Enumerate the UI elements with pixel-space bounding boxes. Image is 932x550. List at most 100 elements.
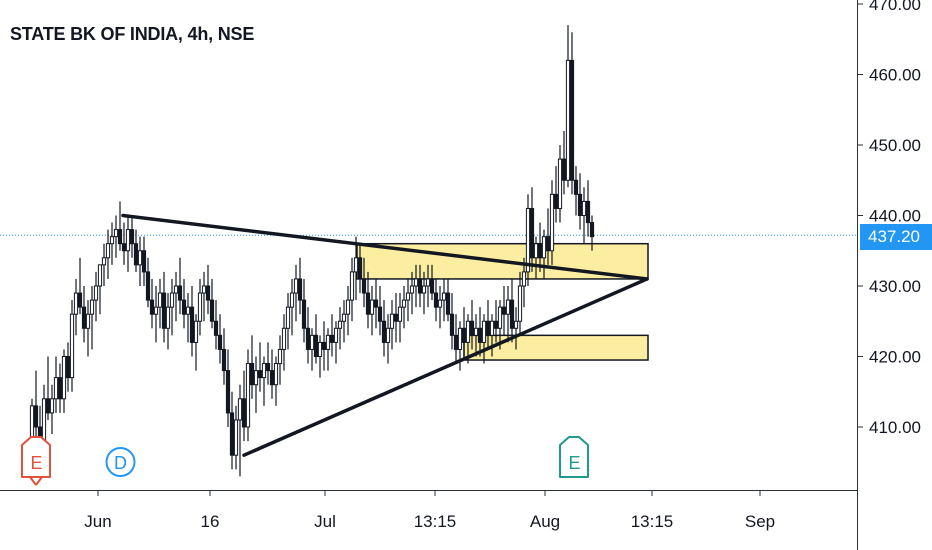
candle	[485, 300, 491, 350]
candle-body-down	[577, 193, 583, 217]
candle	[117, 201, 123, 251]
candle-body-down	[217, 334, 223, 350]
candle-body-up	[109, 236, 115, 245]
candle	[353, 236, 359, 301]
candle-body-down	[469, 320, 475, 336]
candle	[157, 278, 163, 329]
candle-body-down	[161, 292, 167, 329]
candle	[493, 300, 499, 343]
candle-body-up	[401, 299, 407, 308]
candle	[361, 257, 367, 308]
candle-body-down	[589, 222, 595, 238]
support-zone[interactable]	[463, 334, 649, 361]
candle	[585, 180, 591, 237]
candle-body-up	[437, 299, 443, 308]
candle	[281, 314, 287, 371]
candle-body-up	[137, 250, 143, 266]
candle	[297, 257, 303, 315]
candle-body-up	[277, 348, 283, 365]
candle-body-up	[293, 278, 299, 294]
candle-body-down	[269, 370, 275, 386]
candle	[429, 264, 435, 301]
candle	[581, 187, 587, 244]
candle-body-down	[569, 59, 575, 181]
candle-body-down	[129, 229, 135, 245]
candle	[121, 222, 127, 265]
candle-body-down	[493, 320, 499, 329]
price-axis[interactable]: 470.00 460.00 450.00 440.00 430.00 420.00 410.…	[857, 0, 921, 437]
candle-body-up	[173, 285, 179, 294]
candle-body-up	[405, 292, 411, 301]
candle-body-up	[549, 193, 555, 252]
candle-body-down	[449, 313, 455, 336]
candle	[45, 356, 51, 420]
candle-body-up	[153, 306, 159, 315]
candle	[425, 264, 431, 308]
candle	[373, 278, 379, 329]
candle-body-up	[309, 334, 315, 350]
candle	[201, 271, 207, 322]
lower-trendline[interactable]	[242, 277, 649, 457]
candle-body-up	[157, 292, 163, 308]
candle-body-up	[325, 334, 331, 350]
candle	[537, 222, 543, 272]
candle-body-down	[121, 243, 127, 252]
candle	[305, 307, 311, 364]
candle	[445, 278, 451, 322]
candle-body-down	[141, 250, 147, 273]
x-tick-label: Jul	[314, 512, 336, 531]
candle-body-up	[441, 292, 447, 301]
earnings-marker-1[interactable]: E	[21, 436, 51, 486]
candle-body-up	[69, 313, 75, 379]
candle	[437, 286, 443, 329]
candle-body-down	[313, 334, 319, 358]
candle	[313, 314, 319, 364]
candle-body-down	[265, 363, 271, 372]
dividend-marker[interactable]: D	[105, 447, 136, 477]
candle	[229, 391, 235, 470]
candle	[397, 293, 403, 343]
candle-body-down	[65, 356, 71, 379]
candle	[261, 356, 267, 406]
candle-body-up	[481, 320, 487, 343]
candle	[185, 293, 191, 343]
candle-body-up	[465, 320, 471, 343]
candle	[69, 300, 75, 392]
candle-body-down	[393, 313, 399, 322]
candle-body-down	[329, 334, 335, 343]
candle-body-down	[585, 200, 591, 224]
candle	[161, 271, 167, 343]
candle-body-down	[57, 377, 63, 400]
candle	[141, 236, 147, 286]
candle	[61, 349, 67, 413]
candle	[381, 300, 387, 357]
y-tick-label: 440.00	[869, 207, 921, 226]
candle	[177, 257, 183, 315]
candle-body-down	[181, 299, 187, 315]
candle-body-down	[229, 412, 235, 456]
upper-trendline[interactable]	[121, 213, 649, 281]
candle	[289, 278, 295, 336]
candle-body-up	[41, 398, 47, 442]
candle-body-down	[221, 348, 227, 372]
candle	[357, 243, 363, 294]
candle	[501, 286, 507, 336]
candle-body-up	[345, 299, 351, 315]
candle-body-up	[389, 313, 395, 329]
candle-body-up	[285, 306, 291, 329]
candle	[385, 314, 391, 364]
candle	[577, 173, 583, 230]
x-tick-label: Sep	[745, 512, 775, 531]
candle-body-down	[81, 306, 87, 329]
candle	[253, 356, 259, 413]
candle-body-down	[257, 370, 263, 379]
earnings-marker-2[interactable]: E	[559, 436, 589, 478]
candle	[573, 166, 579, 216]
candle-body-down	[45, 398, 51, 414]
candle-body-down	[361, 278, 367, 294]
candle	[565, 25, 571, 188]
candle-body-down	[357, 257, 363, 280]
time-axis[interactable]: Jun 16 Jul 13:15 Aug 13:15 Sep	[84, 490, 775, 531]
candle	[449, 293, 455, 350]
